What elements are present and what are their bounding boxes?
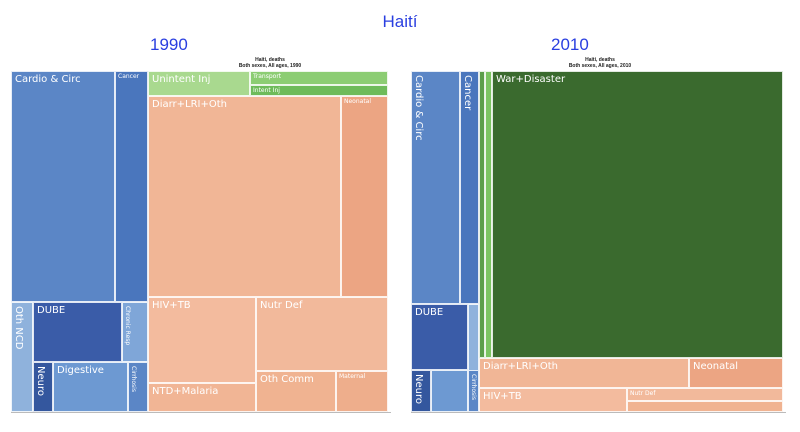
panel-subtitle-2010: Both sexes, All ages, 2010 <box>568 63 632 69</box>
treemap-cell: Transport <box>250 71 388 85</box>
treemap-cell-label: Cardio & Circ <box>15 74 81 85</box>
treemap-cell-label: Maternal <box>339 373 366 380</box>
treemap-cell-label: War+Disaster <box>496 74 566 85</box>
treemap-cell: Intent Inj <box>250 85 388 96</box>
treemap-cell: Diarr+LRI+Oth <box>479 358 689 388</box>
treemap-cell-label: Cardio & Circ <box>413 75 424 141</box>
treemap-cell <box>479 71 485 358</box>
treemap-cell-label: Diarr+LRI+Oth <box>152 99 228 110</box>
treemap-cell: Cancer <box>460 71 479 304</box>
year-label-2010: 2010 <box>551 35 589 54</box>
panel-title-1990: Haiti, deaths <box>255 57 285 63</box>
treemap-cell: Cardio & Circ <box>11 71 115 302</box>
panel-header-2010: Haiti, deaths Both sexes, All ages, 2010 <box>480 57 720 69</box>
treemap-cell: Diarr+LRI+Oth <box>148 96 341 297</box>
treemap-cell: Unintent Inj <box>148 71 250 96</box>
treemap-cell: Neonatal <box>689 358 783 388</box>
treemap-cell: HIV+TB <box>479 388 627 412</box>
treemap-cell-label: Neonatal <box>344 98 372 105</box>
treemap-cell-label: Chronic Resp <box>124 306 131 346</box>
panel-subtitle-1990: Both sexes, All ages, 1990 <box>238 63 302 69</box>
treemap-cell-label: Unintent Inj <box>152 74 211 85</box>
treemap-cell-label: Cancer <box>462 75 473 111</box>
treemap-cell-label: DUBE <box>37 305 66 316</box>
treemap-cell: Nutr Def <box>627 388 783 401</box>
treemap-cell-label: Cirrhosis <box>470 374 477 400</box>
treemap-cell: Chronic Resp <box>122 302 148 362</box>
treemap-cell-label: Cirrhosis <box>130 366 137 392</box>
treemap-cell-label: Oth NCD <box>13 306 24 350</box>
treemap-cell <box>627 401 783 412</box>
treemap-cell-label: NTD+Malaria <box>152 386 219 397</box>
treemap-cell: Oth NCD <box>11 302 33 412</box>
treemap-cell: Neonatal <box>341 96 388 297</box>
treemap-cell: Cirrhosis <box>468 370 479 412</box>
treemap-cell: NTD+Malaria <box>148 383 256 412</box>
treemap-cell-label: Cancer <box>118 73 140 80</box>
treemap-cell-label: Neonatal <box>693 361 739 372</box>
treemap-cell: Neuro <box>33 362 53 412</box>
treemap-cell: Nutr Def <box>256 297 388 371</box>
treemap-cell: Cardio & Circ <box>411 71 460 304</box>
treemap-cell: War+Disaster <box>492 71 783 358</box>
treemap-2010: Cardio & Circ Cancer War+Disaster DUBE Neuro… <box>411 71 783 412</box>
treemap-cell-label: Nutr Def <box>630 390 656 397</box>
treemap-1990: Cardio & Circ Cancer Oth NCD DUBE Chronic Re… <box>11 71 388 412</box>
treemap-cell-label: DUBE <box>415 307 444 318</box>
treemap-cell-label: Transport <box>253 73 282 80</box>
treemap-cell-label: HIV+TB <box>152 300 191 311</box>
treemap-cell: Cirrhosis <box>128 362 148 412</box>
treemap-cell: DUBE <box>33 302 122 362</box>
treemap-cell-label: Oth Comm <box>260 374 314 385</box>
panel-header-1990: Haiti, deaths Both sexes, All ages, 1990 <box>150 57 390 69</box>
chart-title: Haití <box>382 12 418 31</box>
treemap-cell-label: Intent Inj <box>253 87 280 94</box>
treemap-cell: Neuro <box>411 370 431 412</box>
baseline-2010 <box>411 412 786 413</box>
treemap-cell-label: HIV+TB <box>483 391 522 402</box>
treemap-cell-label: Diarr+LRI+Oth <box>483 361 559 372</box>
panel-title-2010: Haiti, deaths <box>585 57 615 63</box>
treemap-cell: HIV+TB <box>148 297 256 383</box>
treemap-cell <box>431 370 468 412</box>
baseline-1990 <box>11 412 391 413</box>
treemap-cell: Maternal <box>336 371 388 412</box>
treemap-cell: Cancer <box>115 71 148 302</box>
treemap-cell <box>485 71 492 358</box>
treemap-cell-label: Neuro <box>413 374 424 404</box>
treemap-cell: DUBE <box>411 304 468 370</box>
treemap-cell: Digestive <box>53 362 128 412</box>
treemap-cell-label: Nutr Def <box>260 300 303 311</box>
year-label-1990: 1990 <box>150 35 188 54</box>
treemap-cell: Oth Comm <box>256 371 336 412</box>
treemap-cell-label: Digestive <box>57 365 104 376</box>
treemap-cell-label: Neuro <box>35 366 46 396</box>
